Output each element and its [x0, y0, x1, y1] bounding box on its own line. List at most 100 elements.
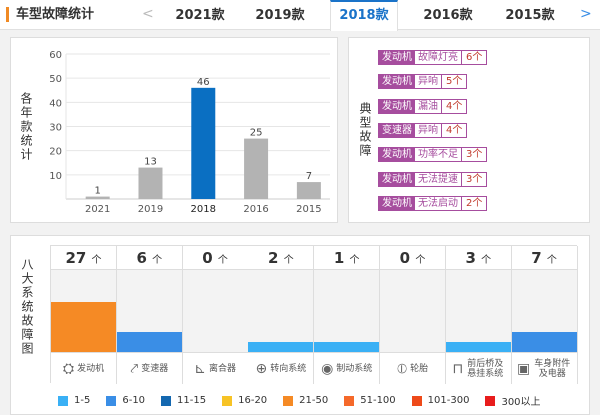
data-label: 1: [94, 186, 100, 197]
legend-swatch: [161, 395, 172, 406]
count-value: 0: [399, 249, 416, 267]
bar-area: [445, 270, 511, 352]
system-column[interactable]: 2 个 ⊕ 转向系统: [248, 246, 315, 384]
system-count: 0 个: [380, 246, 445, 270]
legend-item: 6-10: [106, 393, 145, 408]
fault-tag[interactable]: 发动机 故障灯亮 6个: [378, 50, 488, 65]
systems-label: 八大系统故障图: [20, 258, 34, 356]
x-tick-label: 2021: [85, 204, 110, 215]
system-count: 27 个: [51, 246, 116, 270]
tab-2018[interactable]: 2018款: [330, 0, 398, 31]
fault-category: 发动机: [379, 75, 415, 89]
x-tick-label: 2018: [191, 204, 216, 215]
system-name: 转向系统: [270, 363, 307, 374]
count-unit: 个: [349, 255, 360, 266]
bar-area: [248, 270, 314, 352]
legend-swatch: [58, 395, 68, 406]
count-value: 2: [268, 249, 284, 267]
fault-tag[interactable]: 发动机 无法启动 2个: [378, 195, 488, 211]
fault-description: 无法启动: [415, 196, 462, 210]
data-label: 25: [250, 128, 263, 139]
legend-swatch: [411, 395, 422, 406]
legend-label: 300以上: [501, 397, 541, 408]
fault-category: 发动机: [379, 51, 415, 64]
system-column[interactable]: 6 个 ⤤ 变速器: [116, 246, 183, 384]
tab-2015[interactable]: 2015款: [505, 8, 555, 23]
system-label: ⊕ 转向系统: [248, 352, 314, 384]
x-tick-label: 2016: [243, 204, 268, 215]
system-label: ⦶ 轮胎: [380, 352, 445, 384]
legend-label: 101-300: [427, 395, 470, 406]
system-column[interactable]: 27 个 ⛭ 发动机: [51, 246, 117, 384]
count-unit: 个: [217, 255, 228, 266]
system-count: 3 个: [445, 246, 511, 270]
fault-tag[interactable]: 发动机 功率不足 3个: [378, 147, 488, 163]
fault-description: 无法提速: [415, 172, 462, 186]
brake-disc-icon: ◉: [321, 360, 334, 377]
legend-swatch: [283, 395, 294, 406]
system-name: 轮胎: [410, 363, 429, 374]
count-value: 7: [531, 249, 547, 267]
system-name: 离合器: [208, 363, 236, 374]
fault-category: 发动机: [379, 148, 415, 162]
color-legend: 1-5 6-10 11-15 16-20 21-50 51-100 101-300 300以上: [58, 393, 557, 408]
system-name: 车身附件及电器: [534, 358, 571, 379]
system-count: 0 个: [182, 246, 248, 270]
system-name: 制动系统: [336, 363, 373, 374]
system-count: 7 个: [511, 246, 577, 270]
fault-count: 6个: [466, 52, 483, 63]
system-column[interactable]: 7 个 ▣ 车身附件及电器: [511, 246, 578, 384]
fault-category: 发动机: [379, 99, 415, 113]
fault-category: 发动机: [379, 172, 415, 186]
fault-tag[interactable]: 发动机 漏油 4个: [378, 98, 468, 114]
bar-2015[interactable]: [296, 182, 321, 199]
legend-label: 21-50: [299, 395, 329, 406]
legend-item: 11-15: [161, 393, 206, 408]
bar-2018[interactable]: [191, 87, 216, 199]
fault-category: 变速器: [379, 123, 415, 137]
fault-tag[interactable]: 发动机 无法提速 3个: [378, 171, 488, 187]
data-label: 7: [306, 171, 312, 182]
y-tick-label: 40: [49, 98, 62, 109]
bar-area: [314, 270, 380, 352]
system-column[interactable]: 3 个 ⊓ 前后桥及悬挂系统: [445, 246, 512, 384]
y-tick-label: 30: [49, 123, 62, 134]
systems-grid: 27 个 ⛭ 发动机 6 个 ⤤ 变速器 0 个 ⊾ 离合器 2 个 ⊕ 转向系统 1 个 ◉ 制动系统 0 …: [50, 245, 578, 384]
system-bar: [445, 342, 511, 352]
bar-2019[interactable]: [138, 167, 163, 199]
typical-faults-label: 典型故障: [358, 102, 372, 158]
data-label: 13: [144, 157, 157, 168]
year-chart-ylabel: 各年款统计: [19, 92, 33, 162]
system-column[interactable]: 0 个 ⊾ 离合器: [182, 246, 249, 384]
tab-2016[interactable]: 2016款: [423, 8, 473, 23]
legend-item: 16-20: [222, 393, 267, 408]
count-unit: 个: [415, 255, 426, 266]
system-column[interactable]: 1 个 ◉ 制动系统: [314, 246, 381, 384]
count-unit: 个: [283, 255, 294, 266]
tab-2021[interactable]: 2021款: [175, 8, 225, 23]
prev-arrow-button[interactable]: <: [142, 6, 154, 22]
data-label: 46: [197, 77, 210, 88]
fault-category: 发动机: [379, 196, 415, 210]
system-label: ◉ 制动系统: [314, 352, 380, 384]
bar-2016[interactable]: [244, 138, 269, 199]
system-bar: [248, 342, 314, 352]
tire-icon: ⦶: [396, 360, 408, 377]
x-tick-label: 2015: [296, 204, 321, 215]
bar-area: [182, 270, 248, 352]
y-tick-label: 10: [49, 171, 62, 182]
steering-wheel-icon: ⊕: [255, 360, 268, 377]
count-value: 6: [136, 249, 153, 267]
bar-2021[interactable]: [85, 196, 110, 199]
fault-description: 异响: [415, 123, 442, 137]
fault-tag[interactable]: 变速器 异响 4个: [378, 122, 468, 138]
system-column[interactable]: 0 个 ⦶ 轮胎: [380, 246, 446, 384]
bar-area: [116, 270, 182, 352]
fault-tag[interactable]: 发动机 异响 5个: [378, 74, 468, 90]
tab-2019[interactable]: 2019款: [255, 8, 305, 23]
y-tick-label: 60: [49, 50, 62, 61]
gear-shift-icon: ⤤: [130, 360, 139, 377]
engine-icon: ⛭: [62, 360, 75, 377]
next-arrow-button[interactable]: >: [580, 6, 592, 22]
legend-swatch: [222, 395, 233, 406]
